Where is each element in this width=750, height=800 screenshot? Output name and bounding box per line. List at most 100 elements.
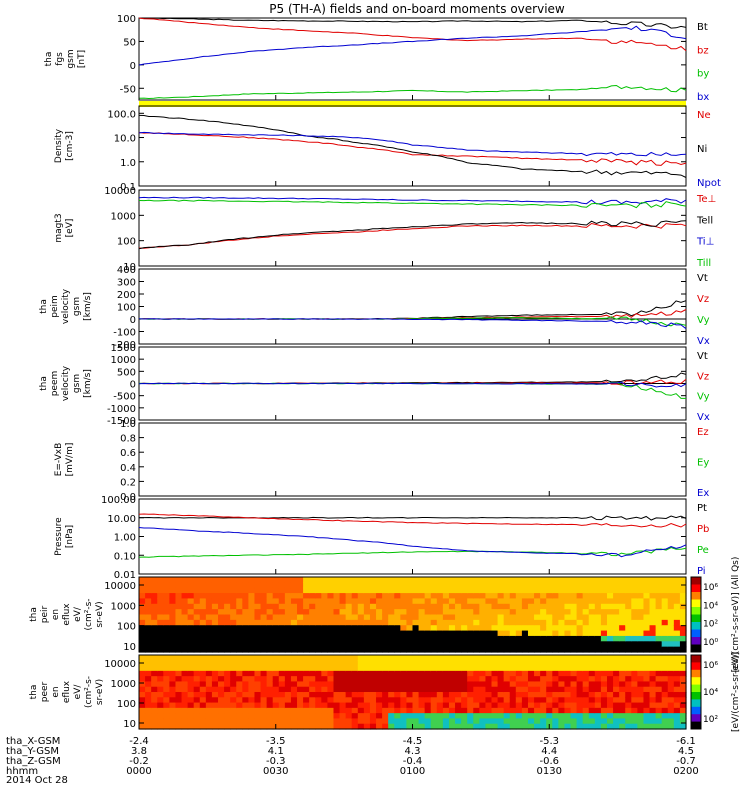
heatmap-cell bbox=[606, 655, 614, 661]
heatmap-cell bbox=[193, 635, 201, 642]
heatmap-cell bbox=[479, 641, 487, 648]
heatmap-cell bbox=[218, 625, 225, 632]
heatmap-cell bbox=[661, 646, 669, 653]
heatmap-cell bbox=[139, 670, 146, 677]
heatmap-cell bbox=[643, 707, 651, 714]
heatmap-cell bbox=[211, 670, 219, 677]
heatmap-cell bbox=[588, 665, 596, 672]
heatmap-cell bbox=[345, 603, 353, 610]
y-label-line: tha bbox=[39, 376, 49, 391]
heatmap-cell bbox=[503, 670, 511, 677]
heatmap-cell bbox=[394, 603, 401, 610]
heatmap-cell bbox=[218, 655, 225, 661]
heatmap-cell bbox=[254, 692, 262, 698]
heatmap-cell bbox=[236, 603, 243, 610]
heatmap-cell bbox=[163, 723, 170, 730]
x-tick-label-y: 4.5 bbox=[678, 746, 694, 757]
heatmap-cell bbox=[236, 670, 243, 677]
heatmap-cell bbox=[230, 635, 237, 642]
heatmap-cell bbox=[284, 577, 292, 583]
heatmap-cell bbox=[503, 587, 511, 594]
heatmap-cell bbox=[430, 676, 438, 683]
heatmap-cell bbox=[473, 619, 480, 626]
heatmap-cell bbox=[594, 686, 602, 693]
y-tick-label: 0.2 bbox=[120, 477, 136, 488]
x-tick-label-z: -0.3 bbox=[266, 756, 286, 767]
y-label-line: peer bbox=[40, 681, 50, 702]
heatmap-cell bbox=[667, 723, 675, 730]
heatmap-cell bbox=[333, 681, 341, 688]
heatmap-cell bbox=[515, 723, 523, 730]
heatmap-cell bbox=[321, 577, 329, 583]
heatmap-cell bbox=[594, 718, 602, 725]
heatmap-cell bbox=[266, 702, 274, 709]
heatmap-cell bbox=[224, 676, 231, 683]
heatmap-cell bbox=[248, 681, 256, 688]
heatmap-cell bbox=[382, 723, 389, 730]
y-tick-label: 0.4 bbox=[120, 463, 136, 474]
heatmap-cell bbox=[224, 603, 231, 610]
heatmap-cell bbox=[224, 587, 231, 594]
heatmap-cell bbox=[290, 670, 298, 677]
heatmap-cell bbox=[467, 655, 474, 661]
heatmap-cell bbox=[625, 670, 632, 677]
heatmap-cell bbox=[266, 692, 274, 698]
heatmap-cell bbox=[673, 603, 681, 610]
heatmap-cell bbox=[473, 614, 480, 621]
heatmap-cell bbox=[679, 603, 687, 610]
heatmap-cell bbox=[643, 587, 651, 594]
heatmap-cell bbox=[679, 713, 687, 720]
heatmap-cell bbox=[643, 718, 651, 725]
heatmap-cell bbox=[497, 641, 505, 648]
heatmap-cell bbox=[139, 603, 146, 610]
y-axis-title: peir bbox=[40, 605, 50, 623]
heatmap-cell bbox=[272, 686, 280, 693]
heatmap-cell bbox=[327, 630, 335, 637]
heatmap-cell bbox=[224, 681, 231, 688]
heatmap-cell bbox=[637, 697, 645, 704]
heatmap-cell bbox=[175, 681, 183, 688]
heatmap-cell bbox=[169, 681, 177, 688]
heatmap-cell bbox=[588, 676, 596, 683]
heatmap-cell bbox=[181, 630, 189, 637]
heatmap-cell bbox=[552, 582, 559, 589]
heatmap-cell bbox=[576, 635, 584, 642]
heatmap-cell bbox=[448, 665, 456, 672]
heatmap-cell bbox=[588, 692, 596, 698]
heatmap-cell bbox=[339, 670, 347, 677]
heatmap-cell bbox=[467, 713, 474, 720]
heatmap-cell bbox=[588, 587, 596, 594]
heatmap-cell bbox=[661, 681, 669, 688]
heatmap-cell bbox=[157, 646, 164, 653]
heatmap-cell bbox=[363, 635, 371, 642]
y-tick-label: 0.1 bbox=[120, 182, 136, 193]
heatmap-cell bbox=[473, 686, 480, 693]
heatmap-cell bbox=[278, 655, 286, 661]
heatmap-cell bbox=[175, 614, 183, 621]
heatmap-cell bbox=[625, 692, 632, 698]
heatmap-cell bbox=[594, 582, 602, 589]
heatmap-cell bbox=[442, 587, 450, 594]
legend-label: Npot bbox=[697, 178, 721, 189]
heatmap-cell bbox=[491, 723, 499, 730]
heatmap-cell bbox=[448, 625, 456, 632]
heatmap-cell bbox=[211, 577, 219, 583]
heatmap-cell bbox=[625, 681, 632, 688]
heatmap-cell bbox=[181, 723, 189, 730]
heatmap-cell bbox=[236, 676, 243, 683]
heatmap-cell bbox=[406, 577, 414, 583]
heatmap-cell bbox=[436, 598, 444, 605]
heatmap-cell bbox=[679, 646, 687, 653]
heatmap-cell bbox=[193, 593, 201, 600]
heatmap-cell bbox=[193, 707, 201, 714]
y-axis-title: (cm²-s- bbox=[84, 598, 94, 630]
y-tick-label: 100.00 bbox=[101, 495, 136, 506]
heatmap-cell bbox=[382, 702, 389, 709]
heatmap-cell bbox=[661, 609, 669, 616]
heatmap-cell bbox=[351, 681, 359, 688]
heatmap-cell bbox=[272, 670, 280, 677]
heatmap-cell bbox=[376, 646, 383, 653]
heatmap-cell bbox=[430, 670, 438, 677]
heatmap-cell bbox=[661, 718, 669, 725]
